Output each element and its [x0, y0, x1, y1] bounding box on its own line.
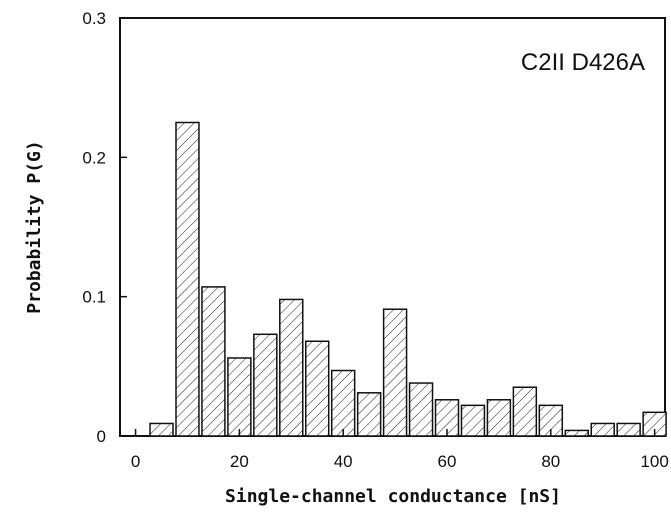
histogram-bar	[460, 404, 486, 437]
x-tick-label: 60	[438, 452, 457, 471]
histogram-bar	[616, 422, 641, 437]
x-tick-label: 80	[541, 452, 560, 471]
histogram-bar	[382, 308, 408, 437]
histogram-bar	[356, 392, 382, 437]
histogram-bar	[149, 422, 174, 437]
x-tick-label: 40	[334, 452, 353, 471]
histogram-bar	[279, 298, 304, 437]
y-tick-label: 0.2	[82, 148, 106, 167]
y-tick-label: 0.3	[82, 9, 106, 28]
x-tick-label: 0	[131, 452, 140, 471]
histogram-bar	[512, 386, 538, 437]
x-axis-ticks: 0 20 40 60 80 100	[131, 429, 669, 471]
histogram-bar	[201, 286, 226, 437]
histogram-bar	[486, 399, 512, 437]
x-axis-label: Single-channel conductance [nS]	[225, 486, 561, 507]
histogram-bar	[227, 357, 252, 437]
chart-annotation: C2II D426A	[521, 49, 645, 76]
y-tick-label: 0.1	[82, 288, 106, 307]
histogram-bar	[590, 422, 615, 437]
x-tick-label: 20	[230, 452, 249, 471]
x-tick-label: 100	[640, 452, 668, 471]
y-axis-label: Probability P(G)	[24, 140, 45, 313]
histogram-bar	[305, 340, 330, 437]
y-tick-label: 0	[97, 427, 106, 446]
histogram-bar	[330, 369, 356, 437]
histogram-bar	[175, 121, 200, 437]
histogram-bar	[253, 333, 278, 437]
histogram-bar	[408, 382, 434, 437]
bars-group	[149, 121, 667, 437]
y-axis-ticks: 0 0.1 0.2 0.3	[82, 9, 127, 446]
histogram-bar	[564, 429, 589, 437]
